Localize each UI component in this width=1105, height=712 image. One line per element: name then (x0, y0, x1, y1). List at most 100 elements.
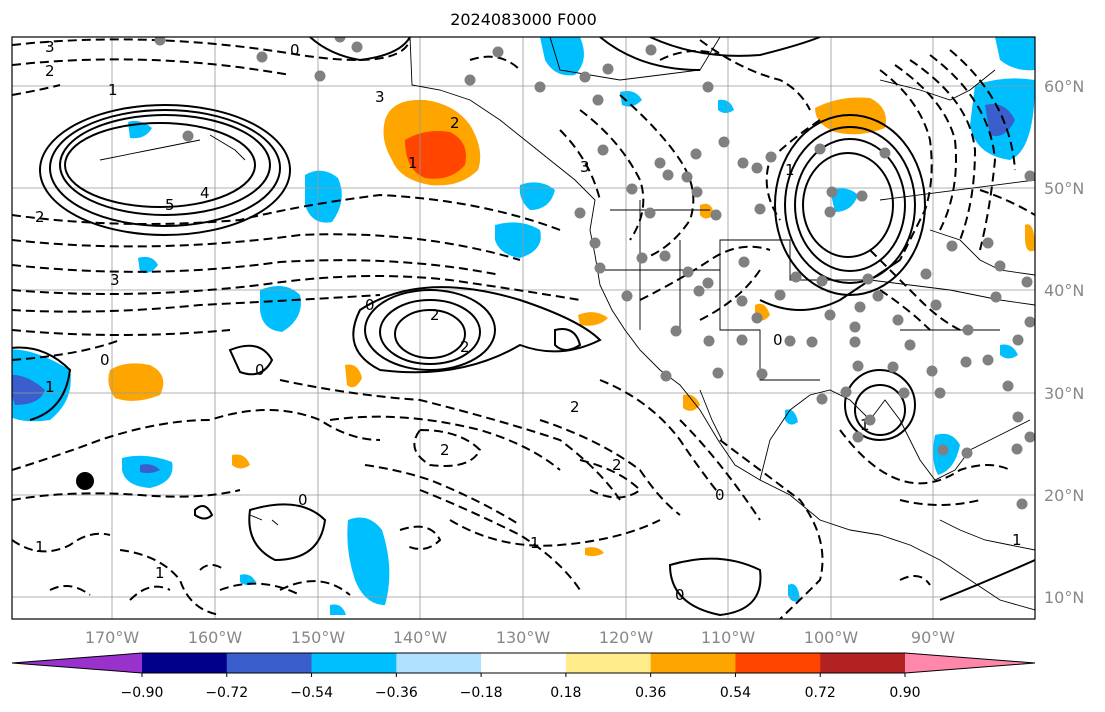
negative-anomaly-7 (519, 182, 555, 210)
contour-labels: 3 2 1 0 3 2 1 5 4 2 3 0 2 2 0 1 0 2 2 1 … (35, 38, 1022, 604)
colorbar-swatch (820, 653, 906, 673)
positive-anomaly-idaho (700, 203, 714, 219)
contour-label: 2 (570, 398, 580, 416)
contour-label: 2 (450, 114, 460, 132)
negative-anomaly-8b (985, 104, 1015, 136)
contour-label: 3 (45, 38, 55, 56)
contour-label: 1 (155, 564, 165, 582)
colorbar-label: −0.18 (460, 685, 503, 701)
colorbar-label: −0.90 (121, 685, 164, 701)
negative-anomaly-9 (995, 37, 1035, 71)
contour-label: 0 (715, 486, 725, 504)
negative-anomaly-20 (330, 604, 346, 615)
shaded-anomalies (12, 37, 1035, 615)
lon-label: 110°W (701, 628, 756, 647)
lat-label: 10°N (1044, 588, 1084, 607)
colorbar-swatch (481, 653, 567, 673)
contour-label: 1 (530, 534, 540, 552)
colorbar-swatch (396, 653, 482, 673)
lat-label: 40°N (1044, 281, 1084, 300)
colorbar-swatch (565, 653, 652, 673)
colorbar-swatch (735, 653, 821, 673)
contour-label: 1 (785, 161, 795, 179)
colorbar-swatch (226, 653, 313, 673)
negative-anomaly-18 (1000, 344, 1018, 359)
contour-label: 4 (200, 184, 210, 202)
negative-anomaly-2 (260, 286, 301, 332)
positive-anomaly-coast (578, 312, 608, 326)
contour-label: 1 (408, 154, 418, 172)
contour-label: 3 (375, 88, 385, 106)
colorbar-label: 0.54 (720, 685, 751, 701)
colorbar: −0.90 −0.72 −0.54 −0.36 −0.18 0.18 0.36 0.54 0.7… (11, 652, 1036, 701)
positive-anomaly-pacific-west (108, 363, 164, 401)
solid-contours (12, 37, 1035, 617)
colorbar-swatch (311, 653, 397, 673)
graticule (12, 37, 1035, 619)
lat-label: 50°N (1044, 179, 1084, 198)
contour-label: 1 (45, 378, 55, 396)
negative-anomaly-19 (240, 574, 256, 585)
negative-anomaly-6 (495, 222, 541, 258)
positive-anomaly-small-3 (585, 547, 604, 557)
contour-label: 0 (255, 361, 265, 379)
colorbar-label: 0.72 (805, 685, 836, 701)
negative-anomaly-10 (540, 37, 584, 76)
colorbar-label: −0.36 (375, 685, 418, 701)
positive-anomaly-east (1025, 224, 1035, 252)
negative-anomaly-5 (347, 517, 390, 605)
colorbar-swatch (650, 653, 736, 673)
positive-anomaly-small-1 (345, 364, 362, 388)
latitude-labels: 60°N 50°N 40°N 30°N 20°N 10°N (1044, 77, 1084, 607)
map-background (12, 37, 1035, 619)
contour-label: 2 (460, 338, 470, 356)
contour-label: 0 (773, 331, 783, 349)
station-markers (154, 37, 1035, 510)
dashed-contours (12, 38, 1035, 619)
contour-label: 0 (675, 586, 685, 604)
negative-anomaly-4b (140, 464, 160, 474)
colorbar-label: 0.90 (889, 685, 920, 701)
colorbar-label: −0.54 (290, 685, 333, 701)
lon-label: 130°W (496, 628, 551, 647)
map-frame (11, 36, 1036, 620)
negative-anomaly-11 (933, 433, 960, 475)
contour-label: 1 (108, 81, 118, 99)
lat-label: 30°N (1044, 384, 1084, 403)
lat-label: 20°N (1044, 486, 1084, 505)
contour-label: 2 (612, 456, 622, 474)
negative-anomaly-21 (718, 99, 734, 113)
negative-anomaly-15 (620, 91, 642, 107)
colorbar-extend-max (905, 653, 1035, 673)
contour-label: 1 (1012, 531, 1022, 549)
lon-label: 100°W (804, 628, 859, 647)
colorbar-label: 0.36 (635, 685, 666, 701)
positive-anomaly-small-2 (232, 454, 250, 469)
contour-label: 2 (430, 306, 440, 324)
lon-label: 160°W (188, 628, 243, 647)
contour-label: 0 (298, 491, 308, 509)
negative-anomaly-3b (12, 374, 45, 405)
contour-label: 2 (45, 62, 55, 80)
contour-label: 2 (35, 208, 45, 226)
contour-label: 3 (110, 271, 120, 289)
colorbar-label: 0.18 (550, 685, 581, 701)
positive-anomaly-baja (683, 394, 700, 411)
lat-label: 60°N (1044, 77, 1084, 96)
lon-label: 120°W (599, 628, 654, 647)
map-layer: 3 2 1 0 3 2 1 5 4 2 3 0 2 2 0 1 0 2 2 1 … (12, 37, 1035, 619)
map-title: 2024083000 F000 (450, 10, 597, 29)
lon-label: 150°W (291, 628, 346, 647)
location-marker (76, 472, 94, 490)
contour-label: 1 (860, 416, 870, 434)
contour-label: 0 (100, 351, 110, 369)
colorbar-extend-min (12, 653, 142, 673)
lon-label: 140°W (393, 628, 448, 647)
colorbar-swatch (142, 653, 228, 673)
lon-label: 170°W (85, 628, 140, 647)
contour-label: 3 (580, 158, 590, 176)
contour-label: 0 (290, 41, 300, 59)
contour-label: 2 (440, 441, 450, 459)
contour-label: 0 (365, 296, 375, 314)
lon-label: 90°W (911, 628, 955, 647)
